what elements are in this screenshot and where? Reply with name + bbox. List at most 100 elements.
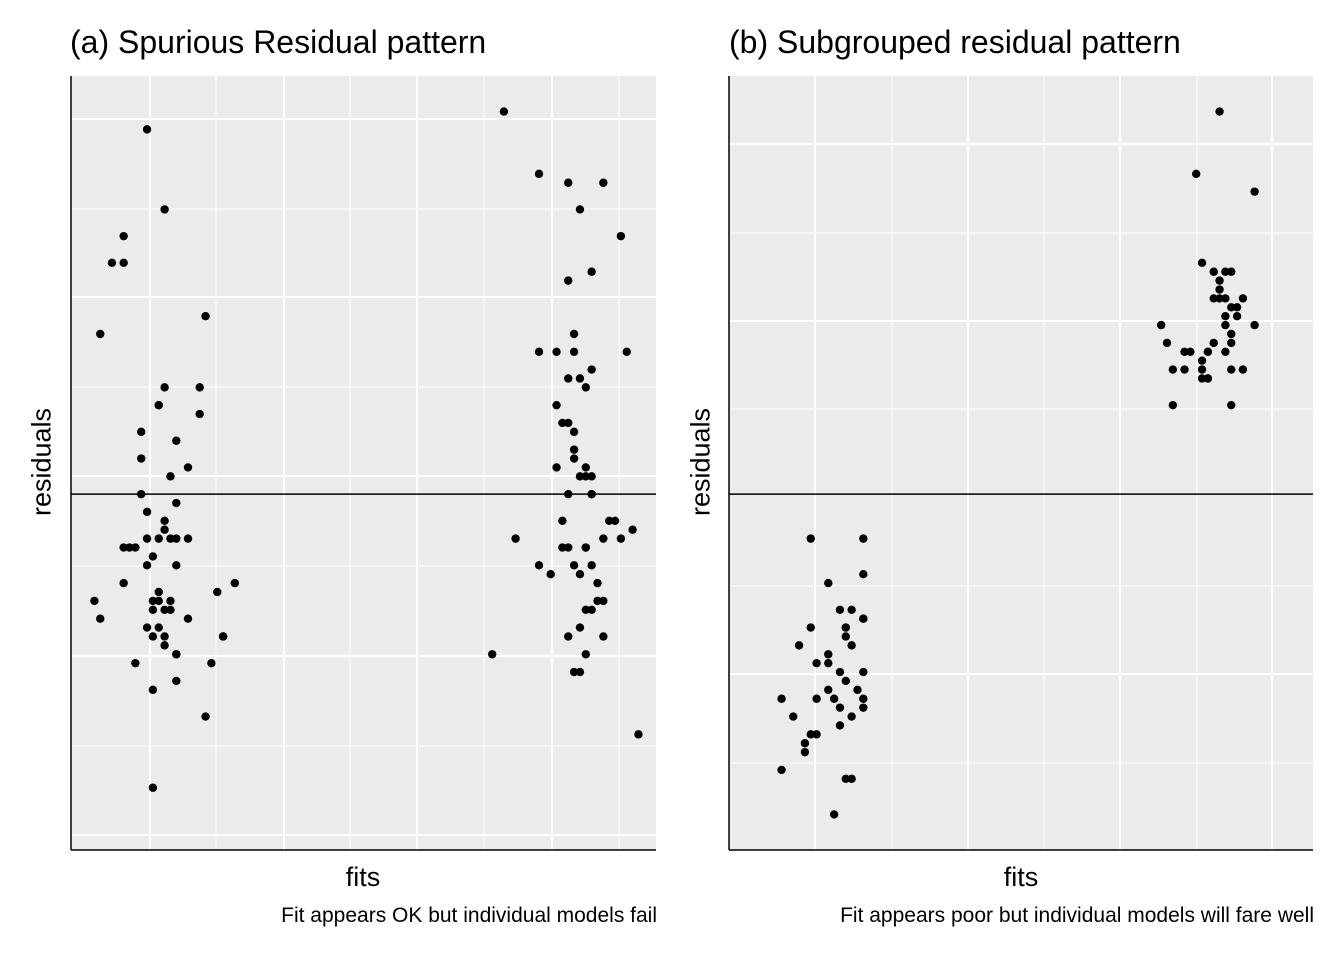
scatter-point <box>1221 294 1230 303</box>
scatter-point <box>96 614 105 623</box>
scatter-point <box>634 730 643 739</box>
scatter-point <box>587 267 596 276</box>
scatter-point <box>1209 338 1218 348</box>
scatter-point <box>599 632 608 641</box>
scatter-point <box>847 774 856 784</box>
scatter-point <box>218 632 228 641</box>
scatter-point <box>575 205 585 214</box>
scatter-point <box>160 525 169 534</box>
scatter-point <box>824 685 833 695</box>
scatter-point <box>1197 374 1207 383</box>
scatter-point <box>1156 320 1166 330</box>
scatter-point <box>96 329 105 339</box>
scatter-point <box>142 507 152 517</box>
scatter-point <box>166 605 175 614</box>
scatter-point <box>1215 107 1224 116</box>
scatter-point <box>581 383 590 392</box>
scatter-point <box>1227 400 1236 410</box>
scatter-point <box>207 658 216 668</box>
panel-b: (b) Subgrouped residual pattern fits res… <box>672 0 1344 960</box>
scatter-point <box>90 596 99 606</box>
scatter-point <box>183 534 193 543</box>
scatter-point <box>859 694 868 703</box>
scatter-point <box>195 383 204 392</box>
scatter-point <box>812 658 821 668</box>
scatter-point <box>599 596 608 606</box>
x-axis-label: fits <box>345 862 381 892</box>
scatter-plot-b <box>728 76 1313 851</box>
scatter-point <box>806 623 815 632</box>
scatter-point <box>1227 365 1236 374</box>
scatter-point <box>824 578 833 588</box>
scatter-point <box>131 543 140 552</box>
scatter-point <box>1250 320 1259 330</box>
scatter-point <box>1238 294 1248 303</box>
scatter-point <box>534 347 544 356</box>
scatter-point <box>569 445 579 454</box>
scatter-point <box>1162 338 1172 348</box>
scatter-point <box>142 125 152 134</box>
scatter-point <box>558 418 567 428</box>
scatter-point <box>575 667 585 677</box>
scatter-point <box>569 667 579 677</box>
scatter-point <box>183 463 193 472</box>
scatter-point <box>806 534 815 543</box>
scatter-point <box>142 623 152 632</box>
panel-a: (a) Spurious Residual pattern fits resid… <box>26 24 658 927</box>
panel-title: (b) Subgrouped residual pattern <box>729 24 1181 60</box>
scatter-point <box>119 578 128 588</box>
scatter-point <box>622 347 631 356</box>
scatter-point <box>195 409 204 419</box>
scatter-point <box>160 632 169 641</box>
scatter-point <box>575 570 585 579</box>
scatter-point <box>154 596 163 606</box>
scatter-point <box>835 667 845 677</box>
scatter-point <box>166 472 175 481</box>
x-axis-label: fits <box>1003 862 1039 892</box>
scatter-point <box>610 516 620 526</box>
scatter-point <box>1215 294 1224 303</box>
scatter-point <box>160 641 169 650</box>
scatter-point <box>587 489 596 499</box>
scatter-point <box>605 516 614 526</box>
scatter-point <box>1227 338 1236 348</box>
scatter-point <box>835 703 845 712</box>
scatter-point <box>824 650 833 659</box>
scatter-point <box>1238 365 1248 374</box>
scatter-point <box>558 543 567 552</box>
scatter-point <box>154 400 163 410</box>
scatter-point <box>160 383 169 392</box>
scatter-point <box>201 712 210 721</box>
scatter-point <box>569 561 579 570</box>
y-axis-label: residuals <box>26 407 57 517</box>
scatter-point <box>160 516 169 526</box>
scatter-point <box>581 472 590 481</box>
scatter-point <box>806 730 815 739</box>
scatter-point <box>575 623 585 632</box>
scatter-point <box>534 169 544 179</box>
scatter-point <box>794 641 804 650</box>
scatter-point <box>137 427 146 437</box>
scatter-point <box>166 534 175 543</box>
scatter-point <box>853 685 862 695</box>
scatter-point <box>569 347 579 356</box>
scatter-point <box>859 534 868 543</box>
scatter-point <box>552 463 561 472</box>
scatter-point <box>230 578 239 588</box>
plot-background <box>71 76 656 850</box>
scatter-point <box>859 667 868 677</box>
scatter-point <box>564 489 573 499</box>
scatter-point <box>1197 365 1207 374</box>
scatter-point <box>1180 347 1189 356</box>
scatter-point <box>1203 347 1213 356</box>
scatter-point <box>166 596 175 606</box>
panel-caption: Fit appears OK but individual models fai… <box>281 904 657 927</box>
scatter-point <box>1168 400 1178 410</box>
scatter-point <box>587 605 596 614</box>
scatter-point <box>847 712 856 721</box>
scatter-point <box>1250 187 1259 196</box>
scatter-point <box>564 543 573 552</box>
scatter-point <box>581 543 590 552</box>
scatter-point <box>812 694 821 703</box>
scatter-point <box>829 694 839 703</box>
